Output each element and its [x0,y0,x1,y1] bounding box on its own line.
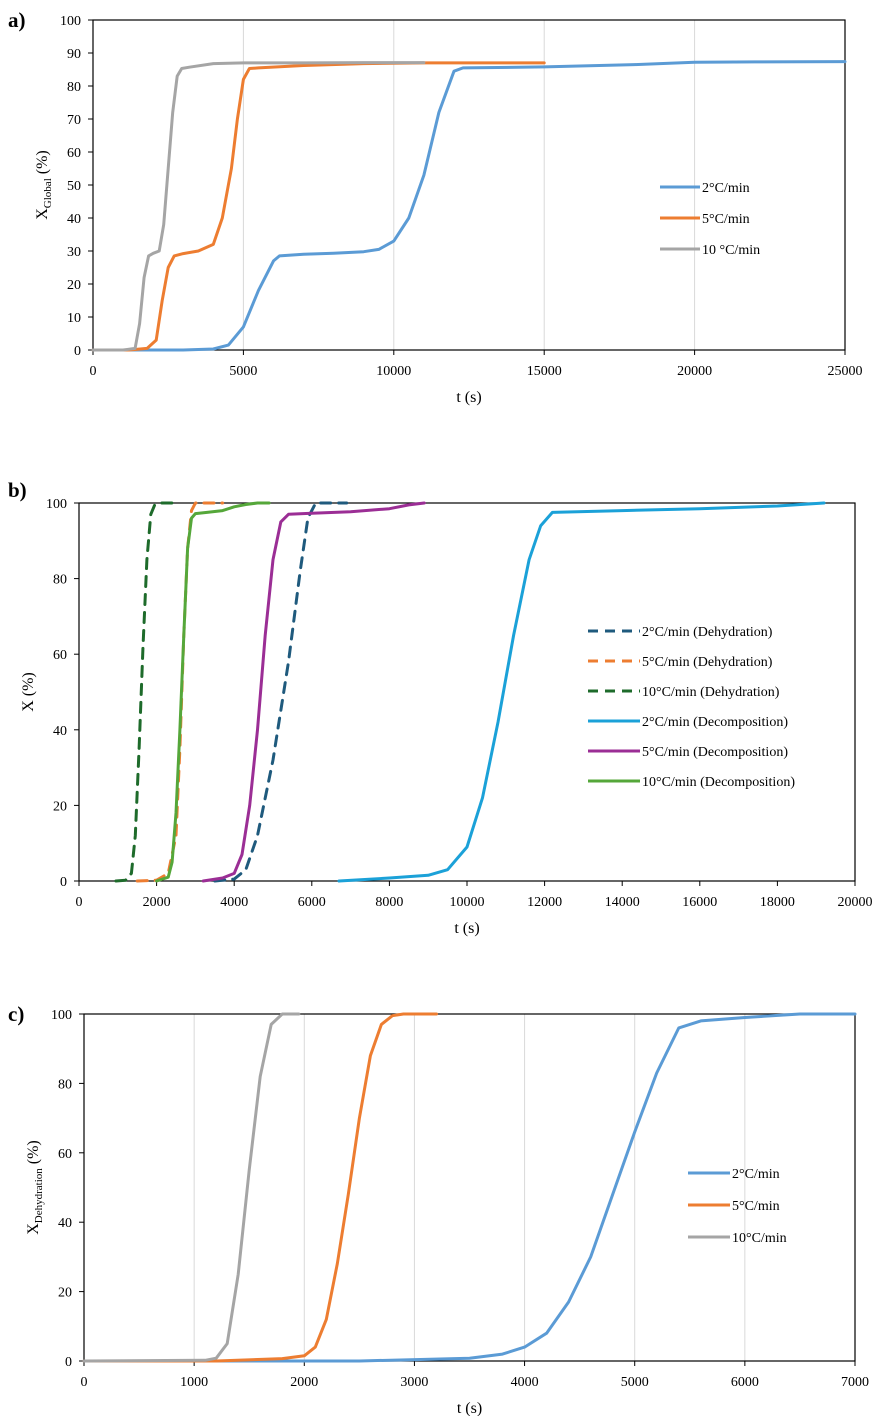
y-tick-label: 10 [67,311,81,326]
legend-label: 5°C/min [732,1199,780,1214]
legend-label: 10°C/min (Decomposition) [642,775,795,790]
y-axis-title: X (%) [20,672,37,712]
y-axis-title-subscript: Dehydration [33,1168,45,1223]
x-tick-label: 12000 [527,895,562,910]
x-tick-label: 1000 [180,1375,208,1390]
y-tick-label: 0 [60,875,67,890]
y-tick-label: 80 [58,1077,72,1092]
y-tick-label: 50 [67,179,81,194]
x-tick-label: 7000 [841,1375,869,1390]
x-tick-label: 6000 [298,895,326,910]
chart-panel-c: c) 0 1000 2000 3000 4000 5000 6000 7000 0 20 40 60 8… [0,1000,877,1416]
series-line-1 [213,501,349,883]
chart-panel-a: a) 0 5000 10000 15000 20000 25000 0 10 20 30 40 50 6… [0,0,877,430]
x-tick-label: 0 [90,364,97,379]
series-line-6 [155,501,271,883]
x-tick-label: 14000 [605,895,640,910]
x-tick-label: 25000 [828,364,863,379]
x-tick-label: 2000 [143,895,171,910]
x-tick-label: 16000 [682,895,717,910]
y-tick-label: 30 [67,245,81,260]
x-tick-label: 10000 [376,364,411,379]
y-tick-label: 40 [67,212,81,227]
series-line-4 [337,501,826,883]
y-axis-title-main: X [25,1223,42,1235]
y-tick-label: 60 [67,146,81,161]
series-line-2 [135,501,225,883]
x-tick-label: 5000 [229,364,257,379]
y-tick-label: 100 [60,14,81,29]
legend-label: 10 °C/min [702,243,760,258]
y-tick-label: 20 [53,799,67,814]
series-line-3 [91,61,426,352]
y-tick-label: 40 [53,724,67,739]
x-axis-title: t (s) [454,920,479,937]
series-line-3 [82,1012,301,1363]
legend-label: 2°C/min (Dehydration) [642,625,773,640]
y-tick-label: 100 [46,497,67,512]
y-tick-label: 70 [67,113,81,128]
x-axis-title: t (s) [456,389,481,406]
x-tick-label: 15000 [527,364,562,379]
series-line-2 [82,1012,438,1363]
legend-label: 2°C/min [702,181,750,196]
y-tick-label: 0 [74,344,81,359]
y-tick-label: 20 [67,278,81,293]
plot-frame [83,1013,856,1362]
x-tick-label: 6000 [731,1375,759,1390]
x-tick-label: 0 [76,895,83,910]
x-tick-label: 20000 [677,364,712,379]
x-tick-label: 3000 [400,1375,428,1390]
x-axis-title: t (s) [457,1400,482,1416]
panel-label-c: c) [8,1002,25,1026]
panel-label-b: b) [8,478,27,502]
y-tick-label: 80 [67,80,81,95]
x-tick-label: 4000 [511,1375,539,1390]
series-line-1 [91,60,847,352]
y-tick-label: 90 [67,47,81,62]
x-tick-label: 4000 [220,895,248,910]
y-tick-label: 80 [53,573,67,588]
y-axis-title-main: X [34,208,51,220]
x-tick-label: 5000 [621,1375,649,1390]
x-tick-label: 8000 [375,895,403,910]
legend-label: 5°C/min (Decomposition) [642,745,788,760]
y-tick-label: 100 [51,1008,72,1023]
legend-label: 2°C/min [732,1167,780,1182]
y-tick-label: 60 [58,1147,72,1162]
y-tick-label: 20 [58,1286,72,1301]
y-tick-label: 0 [65,1355,72,1370]
legend-label: 10°C/min (Dehydration) [642,685,780,700]
legend-label: 5°C/min (Dehydration) [642,655,773,670]
series-line-2 [91,61,546,352]
panel-label-a: a) [8,8,26,32]
series-line-3 [114,501,178,883]
x-tick-label: 0 [81,1375,88,1390]
y-axis-title-subscript: Global [42,178,54,208]
y-axis-title: XGlobal (%) [34,150,54,220]
series-line-1 [82,1012,857,1363]
y-tick-label: 60 [53,648,67,663]
chart-b-svg: 0 2000 4000 6000 8000 10000 12000 14000 16000 180… [20,497,873,937]
y-axis-title: XDehydration (%) [25,1140,45,1235]
x-tick-label: 2000 [290,1375,318,1390]
chart-panel-b: b) 0 2000 4000 6000 8000 10000 12000 14000 16000… [0,470,877,950]
x-tick-label: 10000 [450,895,485,910]
y-axis-title-unit: (%) [25,1140,42,1168]
y-axis-title-unit: (%) [34,150,51,178]
legend-label: 5°C/min [702,212,750,227]
legend-label: 2°C/min (Decomposition) [642,715,788,730]
y-tick-label: 40 [58,1216,72,1231]
chart-a-svg: 0 5000 10000 15000 20000 25000 0 10 20 30 40 50 60 70… [34,14,863,406]
x-tick-label: 20000 [838,895,873,910]
chart-c-svg: 0 1000 2000 3000 4000 5000 6000 7000 0 20 40 60 80 10… [25,1008,869,1416]
legend-label: 10°C/min [732,1231,787,1246]
x-tick-label: 18000 [760,895,795,910]
series-line-5 [201,501,426,883]
y-axis-title-main: X (%) [20,672,37,712]
